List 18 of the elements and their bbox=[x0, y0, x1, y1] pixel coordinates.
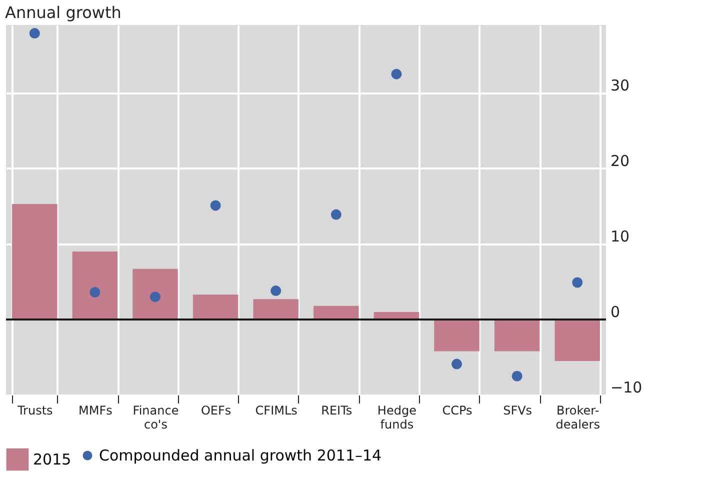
x-tick-label: CFIMLs bbox=[255, 404, 298, 418]
x-tick-label: CCPs bbox=[442, 404, 472, 418]
chart-title: Annual growth bbox=[5, 3, 122, 22]
legend-label: 2015 bbox=[33, 450, 72, 468]
x-tick-label: SFVs bbox=[503, 404, 532, 418]
x-tick-label: Trusts bbox=[16, 404, 53, 418]
y-tick-label: 20 bbox=[610, 152, 630, 170]
y-tick-label: 30 bbox=[610, 76, 630, 94]
x-tick-label: REITs bbox=[321, 404, 352, 418]
legend-label: Compounded annual growth 2011–14 bbox=[99, 446, 382, 464]
x-tick-label: OEFs bbox=[200, 404, 232, 418]
x-tick-label: Finance co's bbox=[132, 404, 179, 432]
x-tick-label: Hedge funds bbox=[377, 404, 416, 432]
y-tick-label: 10 bbox=[610, 227, 630, 246]
x-tick-label: MMFs bbox=[78, 404, 112, 418]
y-tick-label: 0 bbox=[610, 302, 620, 321]
y-tick-label: −10 bbox=[610, 378, 642, 396]
x-tick-label: Broker-dealers bbox=[556, 404, 600, 432]
